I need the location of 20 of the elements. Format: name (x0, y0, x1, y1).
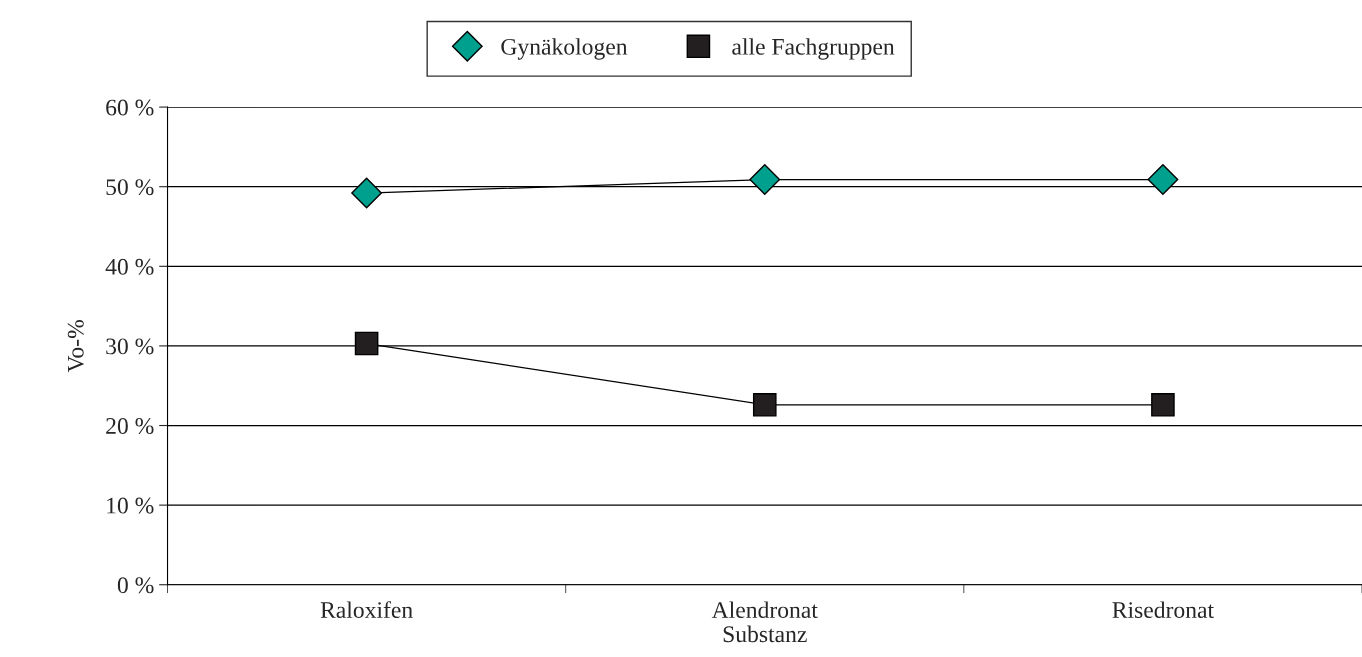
y-tick-label: 40 % (105, 258, 154, 275)
point (1151, 393, 1175, 417)
point (351, 177, 383, 209)
y-tick-label: 50 % (106, 179, 154, 196)
point (1147, 164, 1179, 195)
x-tick-label: Risedronat (1112, 601, 1214, 619)
y-tick-label: 60 % (106, 99, 154, 116)
legend-label: alle Fachgruppen (732, 38, 895, 60)
point (752, 393, 777, 417)
x-axis-title: Substanz (723, 625, 807, 643)
y-tick-label: 30 % (106, 338, 154, 355)
point (354, 331, 379, 356)
legend-label: Gynäkologen (501, 38, 628, 60)
y-axis-title: Vo-% (67, 320, 84, 373)
y-tick-label: 10 % (107, 497, 154, 514)
x-tick-label: Raloxifen (320, 601, 413, 619)
x-tick-label: Alendronat (711, 601, 818, 619)
point (749, 164, 781, 195)
y-tick-label: 20 % (106, 418, 154, 435)
y-tick-label: 0 % (117, 577, 154, 594)
